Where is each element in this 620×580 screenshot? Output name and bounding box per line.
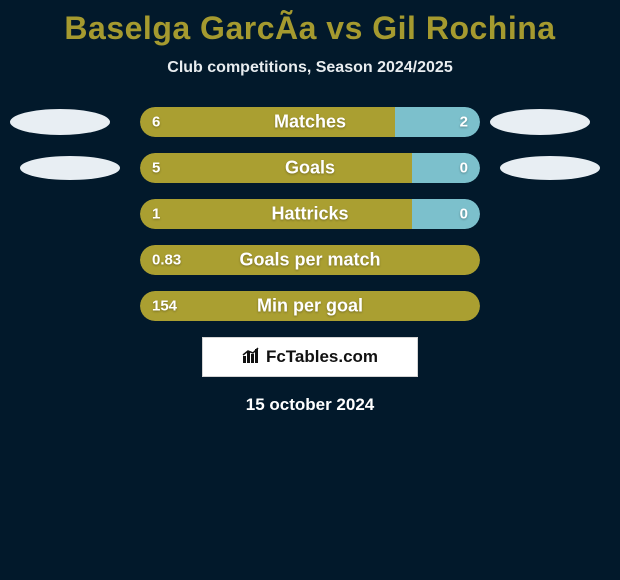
stat-bar: 154Min per goal [140,291,480,321]
brand-badge: FcTables.com [202,337,418,377]
placeholder-ellipse [10,109,110,135]
stat-value-left: 154 [152,298,177,315]
stat-bar-right [412,153,480,183]
brand-chart-icon [242,346,262,369]
stat-value-left: 6 [152,114,160,131]
placeholder-ellipse [20,156,120,180]
stat-value-left: 1 [152,206,160,223]
stat-bar-left [140,153,412,183]
comparison-title: Baselga GarcÃ­a vs Gil Rochina [0,0,620,47]
stat-row: 62Matches [0,105,620,139]
stat-bar-left [140,199,412,229]
stat-bar: 10Hattricks [140,199,480,229]
comparison-chart: 62Matches50Goals10Hattricks0.83Goals per… [0,105,620,323]
stat-value-right: 0 [460,206,468,223]
stat-bar-left [140,107,395,137]
placeholder-ellipse [500,156,600,180]
brand-text: FcTables.com [266,347,378,367]
stat-bar: 50Goals [140,153,480,183]
stat-row: 10Hattricks [0,197,620,231]
stat-bar-left [140,291,480,321]
stat-value-left: 5 [152,160,160,177]
stat-row: 154Min per goal [0,289,620,323]
placeholder-ellipse [490,109,590,135]
stat-bar-left [140,245,480,275]
stat-value-right: 0 [460,160,468,177]
stat-value-right: 2 [460,114,468,131]
stat-row: 0.83Goals per match [0,243,620,277]
comparison-subtitle: Club competitions, Season 2024/2025 [0,59,620,77]
generated-date: 15 october 2024 [0,395,620,415]
stat-bar-right [412,199,480,229]
stat-row: 50Goals [0,151,620,185]
stat-bar: 62Matches [140,107,480,137]
stat-bar: 0.83Goals per match [140,245,480,275]
stat-value-left: 0.83 [152,252,181,269]
